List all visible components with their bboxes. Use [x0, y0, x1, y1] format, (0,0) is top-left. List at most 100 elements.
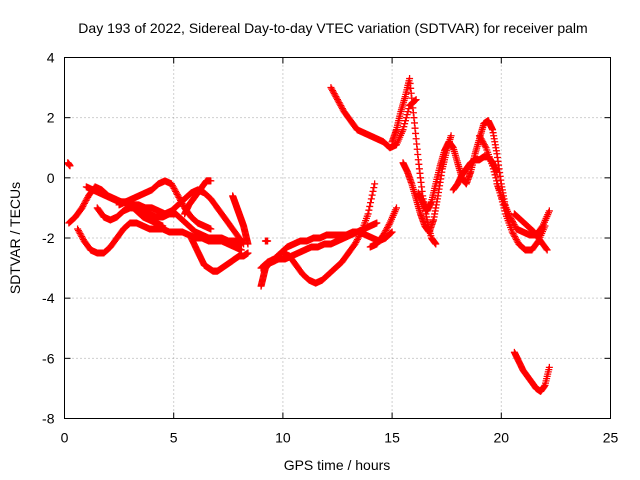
data-point — [351, 240, 359, 248]
data-point — [78, 204, 86, 212]
data-point — [169, 183, 177, 191]
data-point — [328, 85, 336, 93]
data-point — [476, 133, 484, 141]
data-point — [352, 239, 360, 247]
data-point — [388, 228, 396, 236]
data-point — [333, 94, 341, 102]
data-point — [337, 102, 345, 110]
plot-frame — [64, 57, 611, 419]
series-pass-f — [115, 177, 215, 233]
x-tick-label: 10 — [275, 430, 291, 446]
data-point — [81, 198, 89, 206]
data-point — [176, 195, 184, 203]
x-tick-label: 5 — [170, 430, 178, 446]
data-point — [542, 245, 550, 253]
data-points — [64, 75, 553, 395]
data-point — [543, 246, 551, 254]
data-point — [82, 196, 90, 204]
data-point — [399, 126, 407, 134]
data-point — [491, 171, 499, 179]
data-point — [475, 132, 483, 140]
data-point — [357, 229, 365, 237]
series-pass-n — [279, 180, 379, 287]
data-point — [513, 237, 521, 245]
data-point — [510, 220, 518, 228]
data-point — [510, 231, 518, 239]
data-point — [329, 88, 337, 96]
data-point — [173, 190, 181, 198]
data-point — [506, 213, 514, 221]
data-point — [334, 96, 341, 104]
data-point — [507, 214, 515, 222]
series-pass-g — [187, 234, 252, 275]
data-point — [367, 199, 375, 207]
data-point — [178, 199, 186, 207]
data-point — [207, 177, 215, 185]
data-point — [353, 237, 361, 245]
data-point — [174, 192, 182, 200]
data-point — [392, 204, 400, 212]
series-pass-p — [327, 84, 420, 152]
data-point — [175, 193, 183, 201]
data-point — [177, 196, 185, 204]
y-tick-label: 4 — [47, 50, 55, 66]
data-point — [508, 216, 516, 224]
x-tick-label: 0 — [61, 430, 69, 446]
y-tick-label: -8 — [42, 411, 55, 427]
data-point — [511, 232, 519, 240]
data-point — [327, 84, 335, 92]
data-point — [331, 91, 339, 99]
series-pass-w — [510, 210, 551, 254]
data-point — [66, 162, 74, 170]
data-point — [492, 174, 500, 182]
data-point — [338, 105, 346, 113]
data-point — [402, 114, 410, 122]
data-point — [545, 207, 553, 215]
data-point — [490, 168, 498, 176]
data-point — [168, 181, 176, 189]
data-point — [80, 199, 88, 207]
y-tick-label: 0 — [47, 170, 55, 186]
data-point — [172, 189, 180, 197]
series-pass-r — [399, 132, 455, 236]
data-point — [335, 99, 343, 107]
data-point — [171, 186, 179, 194]
data-point — [432, 240, 440, 248]
data-point — [80, 201, 88, 209]
x-tick-label: 20 — [494, 430, 510, 446]
series-pass-e — [93, 204, 245, 248]
data-point — [244, 249, 252, 257]
data-point — [403, 111, 411, 119]
data-point — [244, 240, 252, 248]
data-point — [545, 363, 553, 371]
data-point — [264, 237, 272, 245]
data-point — [538, 223, 546, 231]
data-point — [170, 184, 178, 192]
data-point — [367, 195, 375, 203]
x-axis-label: GPS time / hours — [284, 457, 391, 473]
data-point — [75, 228, 83, 236]
data-point — [336, 100, 344, 108]
data-point — [480, 141, 488, 149]
data-point — [480, 139, 488, 147]
data-point — [384, 222, 392, 230]
data-point — [385, 220, 393, 228]
data-point — [364, 210, 372, 218]
data-point — [83, 195, 91, 203]
data-point — [386, 229, 394, 237]
data-point — [508, 228, 516, 236]
data-point — [356, 231, 364, 239]
data-point — [382, 226, 390, 234]
data-point — [353, 236, 361, 244]
data-point — [369, 187, 377, 195]
series-pass-h — [181, 177, 215, 218]
data-point — [366, 202, 374, 210]
data-point — [355, 232, 363, 240]
data-point — [365, 206, 373, 214]
chart-title: Day 193 of 2022, Sidereal Day-to-day VTE… — [78, 20, 587, 36]
data-point — [354, 234, 362, 242]
data-point — [329, 87, 337, 95]
data-point — [512, 236, 520, 244]
y-axis-label: SDTVAR / TECUs — [7, 182, 23, 294]
